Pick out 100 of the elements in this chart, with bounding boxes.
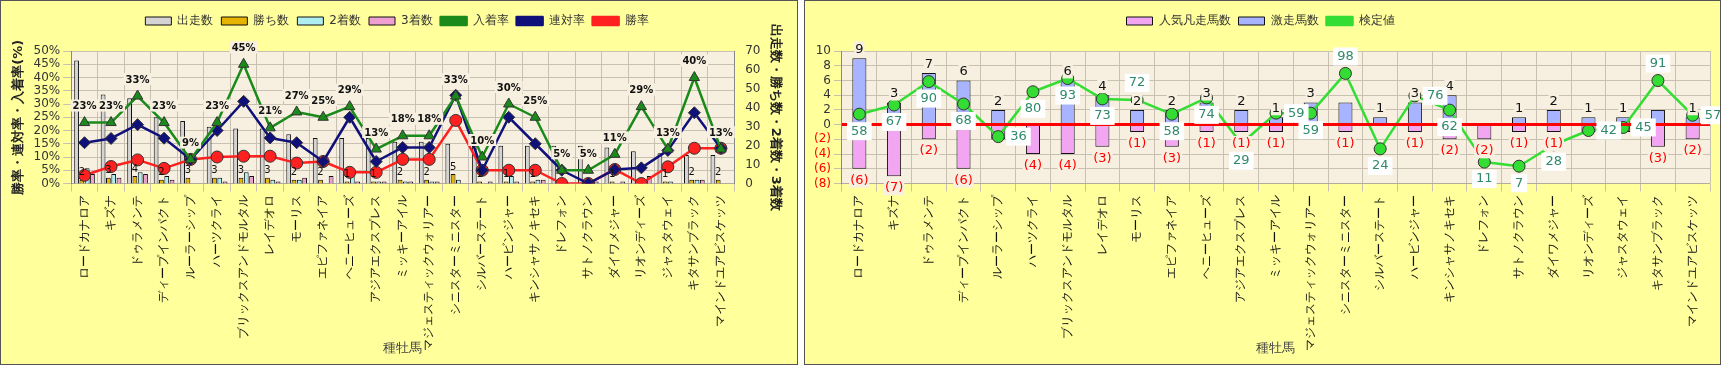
data-label: 58 <box>851 122 868 138</box>
x-tick-label: アジアエクスプレス <box>368 194 383 303</box>
x-tick-label: ロードカナロア <box>76 194 91 279</box>
y2-tick-label: 10 <box>745 156 761 171</box>
data-label: 18% <box>417 113 442 125</box>
data-label: 13% <box>655 126 680 138</box>
data-label: 23% <box>72 100 97 112</box>
data-label: 2 <box>715 166 722 178</box>
data-label: 93 <box>1059 86 1076 102</box>
x-tick-label: リオンディーズ <box>633 193 648 279</box>
x-tick-label: キズナ <box>886 194 901 231</box>
legend-label: 3着数 <box>401 13 433 28</box>
data-label: 3 <box>889 85 899 101</box>
data-label: 3 <box>211 164 218 176</box>
data-label: 1 <box>1619 100 1628 116</box>
x-tick-label: マインドユアビスケッツ <box>1684 194 1699 327</box>
y2-axis-title: 出走数・勝ち数・2着数・3着数 <box>768 23 784 212</box>
y-tick-label: 0 <box>823 116 831 131</box>
x-tick-label: キズナ <box>103 194 118 231</box>
data-label: 59 <box>1302 121 1319 137</box>
data-label: 1 <box>502 168 510 180</box>
x-tick-label: ブリックスアンドモルタル <box>235 194 250 339</box>
x-tick-label: ハーツクライ <box>1025 194 1040 268</box>
data-label: (1) <box>1336 134 1355 150</box>
x-tick-label: ドレフォン <box>553 194 568 255</box>
data-label: 42 <box>1600 121 1618 137</box>
x-tick-label: ジャスタウェイ <box>1615 194 1630 279</box>
y-tick-label: 50% <box>33 43 61 58</box>
x-tick-label: リオンディーズ <box>1580 193 1595 279</box>
data-label: 5% <box>553 147 571 159</box>
data-label: 6 <box>959 63 968 79</box>
data-label: 33% <box>443 73 468 85</box>
data-label: (3) <box>1162 149 1182 165</box>
data-label: 36 <box>1010 127 1027 143</box>
data-label: 76 <box>1426 87 1444 103</box>
data-label: 73 <box>1094 107 1111 123</box>
data-label: 1 <box>476 168 483 180</box>
y-tick-label: (6) <box>814 160 831 175</box>
data-label: (7) <box>884 179 904 195</box>
legend-label: 勝ち数 <box>253 13 290 28</box>
data-label: 13% <box>708 126 733 138</box>
data-label: (2) <box>919 142 939 158</box>
data-label: (1) <box>1266 134 1286 150</box>
x-tick-label: マジェスティックウォリアー <box>1302 194 1317 351</box>
data-label: 45 <box>1635 118 1652 134</box>
data-label: 98 <box>1337 47 1354 63</box>
legend-label: 入着率 <box>472 13 509 28</box>
data-label: 1 <box>343 168 351 180</box>
data-label: (4) <box>1058 156 1077 172</box>
y2-tick-label: 70 <box>745 43 761 58</box>
x-tick-label: シニスターミニスター <box>1337 194 1352 315</box>
data-label: 2 <box>423 166 430 178</box>
x-tick-label: ジャスタウェイ <box>659 194 674 279</box>
y2-tick-label: 40 <box>745 99 761 114</box>
y-tick-label: (2) <box>814 131 831 146</box>
data-label: 1 <box>662 168 669 180</box>
y-tick-label: 25% <box>33 109 61 124</box>
x-tick-label: ヘニーヒューズ <box>1198 193 1213 279</box>
data-label: 11 <box>1476 170 1493 186</box>
data-label: 3 <box>237 164 245 176</box>
data-label: 1 <box>1584 100 1593 116</box>
data-label: (3) <box>1093 149 1112 165</box>
x-tick-label: ハービンジャー <box>1407 194 1421 280</box>
y-tick-label: 6 <box>823 72 831 87</box>
data-label: 74 <box>1198 106 1215 122</box>
data-label: 1 <box>529 168 536 180</box>
y2-tick-label: 20 <box>745 137 761 152</box>
data-label: (4) <box>1023 156 1043 172</box>
data-label: 18% <box>390 113 415 125</box>
legend-label: 勝率 <box>624 13 649 28</box>
x-tick-label: アジアエクスプレス <box>1233 194 1248 303</box>
y-tick-label: 45% <box>33 56 61 71</box>
data-label: 33% <box>125 73 150 85</box>
data-label: 24 <box>1371 157 1389 173</box>
data-label: 1 <box>1688 100 1697 116</box>
y-tick-label: (8) <box>814 175 831 190</box>
x-tick-label: エピファネイア <box>315 194 330 279</box>
data-label: (1) <box>1509 134 1529 150</box>
data-label: 27% <box>284 89 309 101</box>
legend-label: 出走数 <box>177 13 214 28</box>
data-label: (3) <box>1648 149 1668 165</box>
data-label: 45% <box>231 41 256 53</box>
data-label: 29 <box>1233 152 1250 168</box>
y2-tick-label: 50 <box>745 80 761 95</box>
data-label: 57 <box>1704 106 1721 122</box>
y-tick-label: 10% <box>33 149 61 164</box>
data-label: 2 <box>1132 92 1142 108</box>
data-label: 3 <box>1306 85 1315 101</box>
x-tick-label: レイデオロ <box>1094 194 1109 255</box>
x-tick-label: ダイワメジャー <box>606 194 621 279</box>
data-label: 7 <box>924 55 933 71</box>
data-label: 4 <box>131 162 139 174</box>
data-label: (6) <box>850 171 869 187</box>
data-label: 67 <box>885 113 903 129</box>
data-label: 5% <box>579 147 597 159</box>
data-label: 1 <box>370 168 377 180</box>
y-tick-label: 2 <box>823 102 831 117</box>
data-label: 3 <box>184 164 192 176</box>
data-label: 3 <box>1202 85 1211 101</box>
data-label: 1 <box>1514 100 1524 116</box>
